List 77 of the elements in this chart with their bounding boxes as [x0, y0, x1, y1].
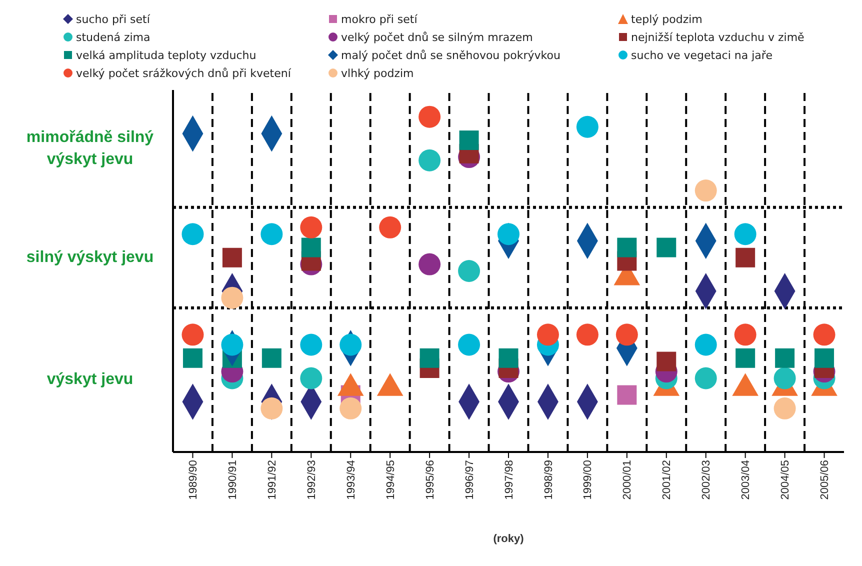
x-tick-label: 2002/03: [700, 460, 713, 500]
point: [694, 334, 717, 356]
point: [694, 367, 717, 390]
point: [300, 216, 322, 238]
text: mimořádně silný výskyt jevu: [25, 128, 155, 170]
point: [617, 238, 637, 258]
point: [774, 367, 796, 390]
point: [734, 223, 756, 246]
point: [458, 334, 480, 356]
point: [420, 348, 440, 368]
x-tick-label: 1989/90: [188, 460, 200, 500]
point: [262, 348, 282, 368]
legend-label: velká amplituda teploty vzduchu: [75, 48, 258, 62]
x-tick-label: 1995/96: [424, 460, 436, 500]
point: [736, 348, 756, 368]
point: [182, 324, 204, 346]
point: [459, 130, 479, 150]
legend-label: velký počet dnů se silným mrazem: [340, 30, 534, 44]
point: [221, 286, 244, 309]
x-axis-title: (roky): [493, 533, 524, 545]
point: [418, 149, 441, 172]
point: [616, 324, 638, 346]
x-tick-label: 1992/93: [306, 460, 318, 500]
point: [736, 248, 756, 268]
point: [182, 348, 202, 368]
x-tick-label: 1996/97: [464, 460, 476, 500]
point: [340, 397, 362, 420]
x-tick-label: 2005/06: [819, 460, 832, 500]
point: [656, 352, 676, 372]
legend-label: velký počet srážkových dnů při kvetení: [75, 66, 292, 80]
legend-label: malý počet dnů se sněhovou pokrývkou: [340, 48, 562, 62]
point: [222, 248, 242, 268]
point: [813, 324, 836, 346]
point: [498, 223, 520, 246]
x-tick-label: 1990/91: [227, 460, 240, 500]
x-tick-label: 2004/05: [780, 460, 792, 500]
x-tick-label: 1991/92: [266, 460, 278, 500]
point: [300, 367, 322, 390]
point: [576, 324, 598, 346]
legend-label: teplý podzim: [630, 12, 704, 26]
point: [301, 238, 321, 258]
x-tick-label: 1993/94: [345, 460, 358, 500]
point: [498, 348, 518, 368]
point: [260, 223, 283, 246]
legend-label: nejnižší teplota vzduchu v zimě: [630, 30, 806, 44]
point: [458, 260, 480, 282]
point: [418, 253, 441, 276]
point: [379, 216, 402, 238]
point: [775, 348, 795, 368]
point: [536, 324, 559, 346]
legend-label: sucho při setí: [75, 12, 151, 26]
x-tick-label: 2003/04: [740, 460, 752, 500]
point: [774, 397, 796, 420]
point: [300, 334, 322, 356]
x-tick-label: 1997/98: [503, 460, 516, 500]
legend-label: mokro při setí: [340, 12, 418, 26]
point: [814, 348, 834, 368]
text: výskyt jevu: [46, 370, 134, 390]
x-tick-label: 1994/95: [384, 460, 397, 500]
point: [617, 385, 637, 405]
point: [576, 116, 598, 138]
point: [221, 334, 244, 356]
point: [182, 223, 204, 246]
x-tick-label: 2001/02: [661, 460, 674, 500]
x-tick-label: 2000/01: [622, 460, 634, 500]
point: [418, 106, 441, 128]
point: [694, 180, 717, 202]
x-tick-label: 1999/00: [582, 460, 594, 500]
point: [734, 324, 756, 346]
point: [260, 397, 283, 420]
x-tick-label: 1998/99: [542, 460, 555, 500]
point: [656, 238, 676, 258]
legend-label: sucho ve vegetaci na jaře: [630, 48, 774, 62]
text: silný výskyt jevu: [25, 248, 155, 268]
legend-label: studená zima: [75, 30, 152, 44]
point: [340, 334, 362, 356]
legend-label: vlhký podzim: [340, 66, 415, 80]
